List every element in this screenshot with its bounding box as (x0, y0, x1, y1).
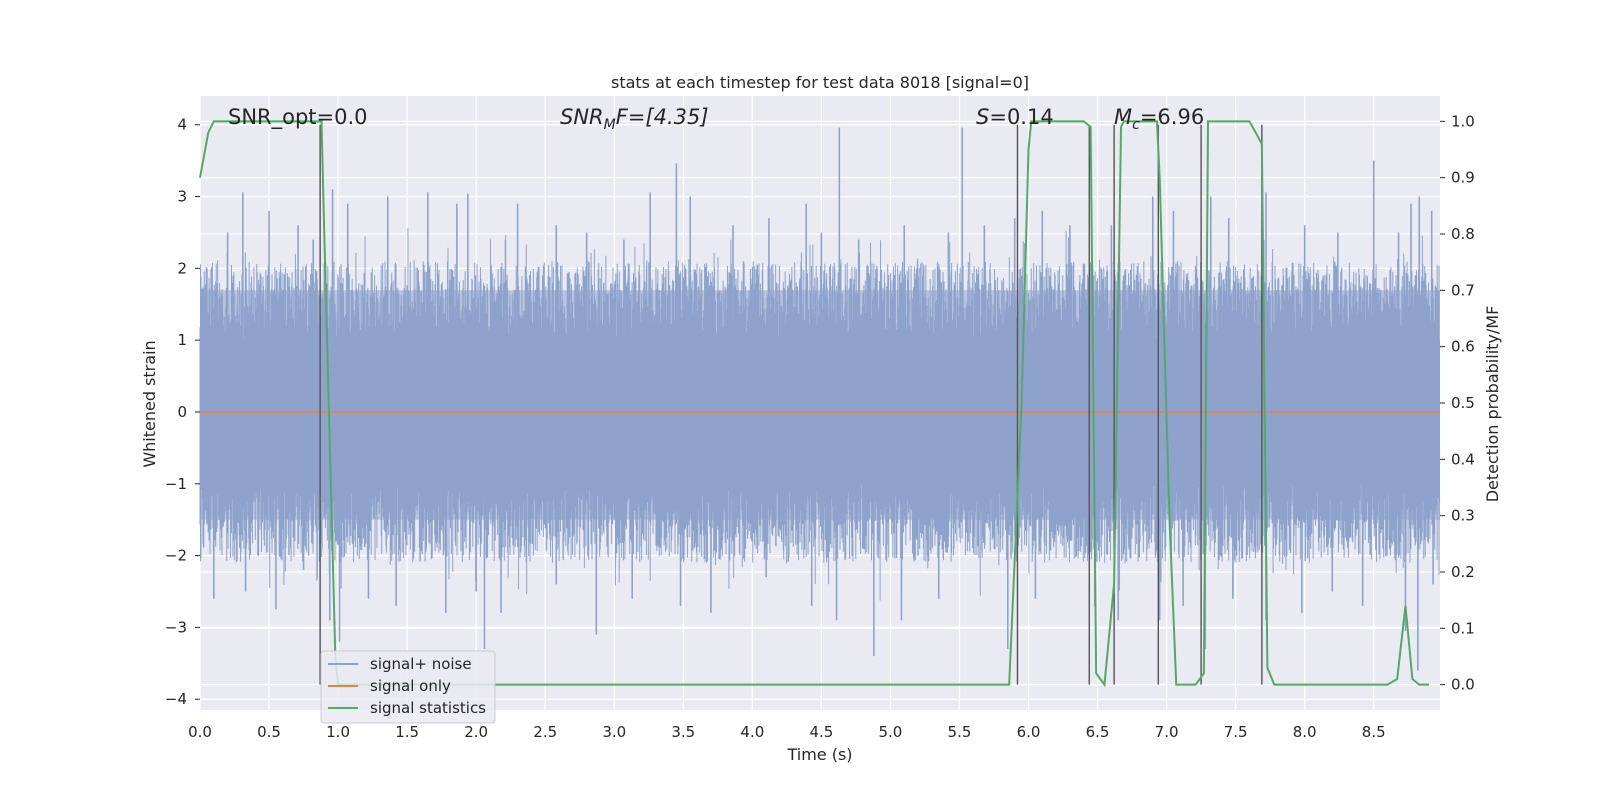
x-tick-label: 7.5 (1224, 723, 1248, 741)
snr-mf-rest: F=[4.35] (616, 105, 709, 129)
x-tick-label: 4.5 (809, 723, 833, 741)
legend-label-signal-only: signal only (370, 677, 451, 695)
right-tick-label: 0.9 (1451, 169, 1475, 187)
x-tick-label: 2.5 (533, 723, 557, 741)
x-tick-label: 1.0 (326, 723, 350, 741)
mc-var: M (1114, 105, 1132, 129)
s-var: S (976, 105, 989, 129)
legend: signal+ noise signal only signal statist… (320, 650, 496, 724)
y-tick-label: −1 (165, 475, 187, 493)
y-tick-label: 3 (177, 188, 187, 206)
y-tick-label: 0 (177, 403, 187, 421)
right-tick-label: 1.0 (1451, 112, 1475, 130)
x-axis-label: Time (s) (786, 745, 852, 764)
right-axis-label: Detection probability/MF (1483, 306, 1502, 503)
signal-statistics-line (199, 120, 1429, 688)
right-tick-label: 0.8 (1451, 225, 1475, 243)
x-tick-label: 7.0 (1155, 723, 1179, 741)
x-tick-label: 6.0 (1017, 723, 1041, 741)
legend-label-signal-noise: signal+ noise (370, 655, 472, 673)
x-tick-label: 5.0 (878, 723, 902, 741)
right-tick-label: 0.7 (1451, 281, 1475, 299)
y-tick-label: −2 (165, 547, 187, 565)
annotation-mc: Mc=6.96 (1114, 105, 1204, 133)
y-tick-label: 1 (177, 331, 187, 349)
right-tick-label: 0.1 (1451, 619, 1475, 637)
x-tick-label: 3.5 (671, 723, 695, 741)
annotation-s: S=0.14 (976, 105, 1054, 129)
snr-mf-sub: M (604, 117, 616, 133)
x-tick-label: 0.0 (188, 723, 212, 741)
tick-labels: 0.0 0.5 1.0 1.5 2.0 2.5 3.0 3.5 4.0 4.5 5.0 5.5 6.0 6… (165, 112, 1475, 741)
right-tick-label: 0.3 (1451, 507, 1475, 525)
snr-mf-main: SNR (560, 105, 604, 129)
right-tick-label: 0.5 (1451, 394, 1475, 412)
right-tick-label: 0.6 (1451, 338, 1475, 356)
annotation-snr-mf: SNRMF=[4.35] (560, 105, 709, 133)
y-tick-label: 2 (177, 259, 187, 277)
y-axis-label: Whitened strain (140, 340, 159, 467)
right-tick-label: 0.4 (1451, 450, 1475, 468)
annotation-snr-opt: SNR_opt=0.0 (228, 105, 368, 130)
y-tick-label: −3 (165, 618, 187, 636)
x-tick-label: 8.0 (1293, 723, 1317, 741)
mc-val: =6.96 (1140, 105, 1204, 129)
right-tick-label: 0.0 (1451, 676, 1475, 694)
chart-title: stats at each timestep for test data 801… (611, 73, 1029, 92)
x-tick-label: 5.5 (948, 723, 972, 741)
x-tick-label: 8.5 (1362, 723, 1386, 741)
x-tick-label: 4.0 (740, 723, 764, 741)
legend-box (320, 650, 496, 724)
noise-core-band (200, 289, 1440, 520)
s-val: =0.14 (989, 105, 1053, 129)
x-tick-label: 6.5 (1086, 723, 1110, 741)
mc-sub: c (1132, 117, 1140, 133)
x-tick-label: 0.5 (257, 723, 281, 741)
x-tick-label: 3.0 (602, 723, 626, 741)
y-tick-label: 4 (177, 116, 187, 134)
right-tick-label: 0.2 (1451, 563, 1475, 581)
x-tick-label: 1.5 (395, 723, 419, 741)
signal-statistics-series (199, 120, 1429, 688)
y-tick-label: −4 (165, 690, 187, 708)
legend-label-signal-statistics: signal statistics (370, 699, 486, 717)
x-tick-label: 2.0 (464, 723, 488, 741)
